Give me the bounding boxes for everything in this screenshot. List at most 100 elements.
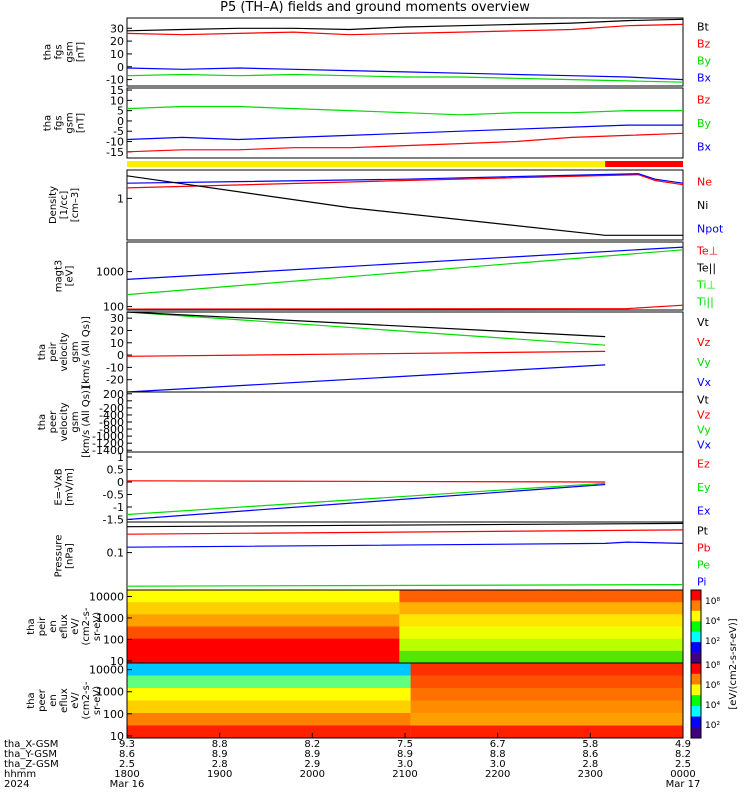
ytick-label: 1 [117,192,124,205]
series-line-Npot [126,173,684,184]
colorbar-tick-label: 10⁴ [705,617,720,627]
colorbar-cell [691,652,701,664]
spectrogram-band-left-3 [127,626,400,640]
ylabel-line: fgs [54,115,65,130]
ylabel-line: [nPa] [65,543,76,569]
spectrogram-band-left-0 [127,590,400,603]
legend-entry: Te⊥ [696,245,718,258]
ytick-label: 10 [110,48,124,61]
ylabel-temperature: magt3[eV] [54,260,76,293]
xaxis-value: 8.9 [304,749,320,760]
legend-entry: Vx [697,376,712,389]
ytick-label: -1.5 [103,514,124,527]
spectrogram-band-left-5 [127,650,400,664]
xaxis-value: 8.6 [119,749,135,760]
ylabel-peer-spectrogram: thapeerenefluxeV/(cm2-s-sr-eV) [26,681,103,719]
ytick-label: 0 [117,476,124,489]
ytick-label: 0 [117,115,124,128]
xaxis-value: 8.8 [490,749,506,760]
ylabel-fgs-comp: thafgsgsm[nT] [43,112,87,133]
xaxis-value: 8.9 [212,749,228,760]
colorbar-cell [691,642,701,654]
panel-frame-density [126,169,684,241]
legend-entry: Vt [697,394,710,407]
xaxis-row-label: 2024 [4,779,29,790]
ytick-label: 1000 [96,686,124,699]
series-line-Te|| [126,304,684,310]
colorbar-cell [691,705,701,718]
ylabel-line: gsm [65,41,76,62]
xaxis-row-label: tha_Y-GSM [4,749,57,760]
ytick-label: 1000 [96,612,124,625]
ytick-label: 10000 [89,590,124,603]
colorbar-cell [691,727,701,739]
xaxis-value: 8.6 [582,749,598,760]
ylabel-efield: E=-VxB[mV/m] [54,468,76,506]
spectrogram-band-right-3 [410,700,683,714]
ylabel-line: eflux [59,614,70,639]
legend-entry: Vy [697,424,711,437]
ylabel-line: [mV/m] [65,468,76,506]
legend-entry: Bx [697,140,712,153]
legend-entry: By [697,117,712,130]
spectrogram-band-left-4 [127,638,400,652]
xaxis-value: 7.5 [397,739,413,750]
series-line-Vz [126,350,606,357]
series-line-Bt [126,18,684,32]
panel-frame-efield [126,451,684,523]
ytick-label: 5 [117,105,124,118]
xaxis-value: 4.9 [675,739,691,750]
spectrogram-band-left-1 [127,602,400,615]
ytick-label: 100 [103,301,124,314]
status-bar-segment-0 [127,161,606,167]
xaxis-value: 8.8 [212,739,228,750]
ytick-label: 0 [117,349,124,362]
ylabel-line: velocity [59,332,70,371]
ytick-label: -200 [99,402,124,415]
spectrogram-band-right-2 [410,688,683,701]
ytick-label: 1 [117,451,124,464]
xaxis-value: 2300 [578,769,603,780]
panel-frame-temperature [126,241,684,311]
spectrogram-band-right-1 [399,602,683,615]
ytick-label: 0 [117,61,124,74]
xaxis-value: 2.9 [304,759,320,770]
ytick-label: -1200 [92,437,124,450]
ylabel-line: tha [43,115,54,131]
spectrogram-band-right-3 [399,626,683,640]
xaxis-value: 0000 [670,769,695,780]
ytick-label: 30 [110,312,124,325]
ytick-label: 100 [103,708,124,721]
spectrogram-band-right-0 [399,590,683,603]
spectrogram-band-right-0 [410,663,683,676]
spectrogram-band-right-1 [410,675,683,689]
xaxis-value: 2200 [485,769,510,780]
xaxis-value: 8.2 [304,739,320,750]
legend-entry: Ti|| [696,296,714,309]
ylabel-line: eV/ [70,692,81,709]
series-line-Ne [126,174,684,189]
legend-entry: Bt [697,21,710,34]
ylabel-line: Pressure [54,535,65,578]
ylabel-line: (cm2-s- [81,681,92,719]
xaxis-value: 2.8 [582,759,598,770]
series-line-Vy [126,311,606,346]
ylabel-line: magt3 [54,260,65,293]
ylabel-line: [nT] [76,42,87,62]
ylabel-line: tha [26,618,37,634]
ylabel-peir-spectrogram: thapeirenefluxeV/(cm2-s-sr-eV) [26,607,103,645]
legend-entry: Vz [697,409,711,422]
colorbar-tick-label: 10² [705,637,720,647]
ylabel-line: gsm [70,411,81,432]
ytick-label: -5 [113,125,124,138]
ylabel-line: [cm–3] [70,188,81,223]
ylabel-line: [km/s (All Qs)] [81,316,92,388]
legend-entry: Pb [697,542,711,555]
series-line-Bz [126,132,684,153]
colorbar-label: [eV/(cm2-s-sr-eV)] [728,618,739,709]
ylabel-line: peer [48,410,59,434]
spectrogram-band-left-1 [127,675,411,689]
legend-entry: Bz [697,94,711,107]
ylabel-peer-velocity: thapeervelocitygsm[km/s (All Qs)] [37,386,92,458]
